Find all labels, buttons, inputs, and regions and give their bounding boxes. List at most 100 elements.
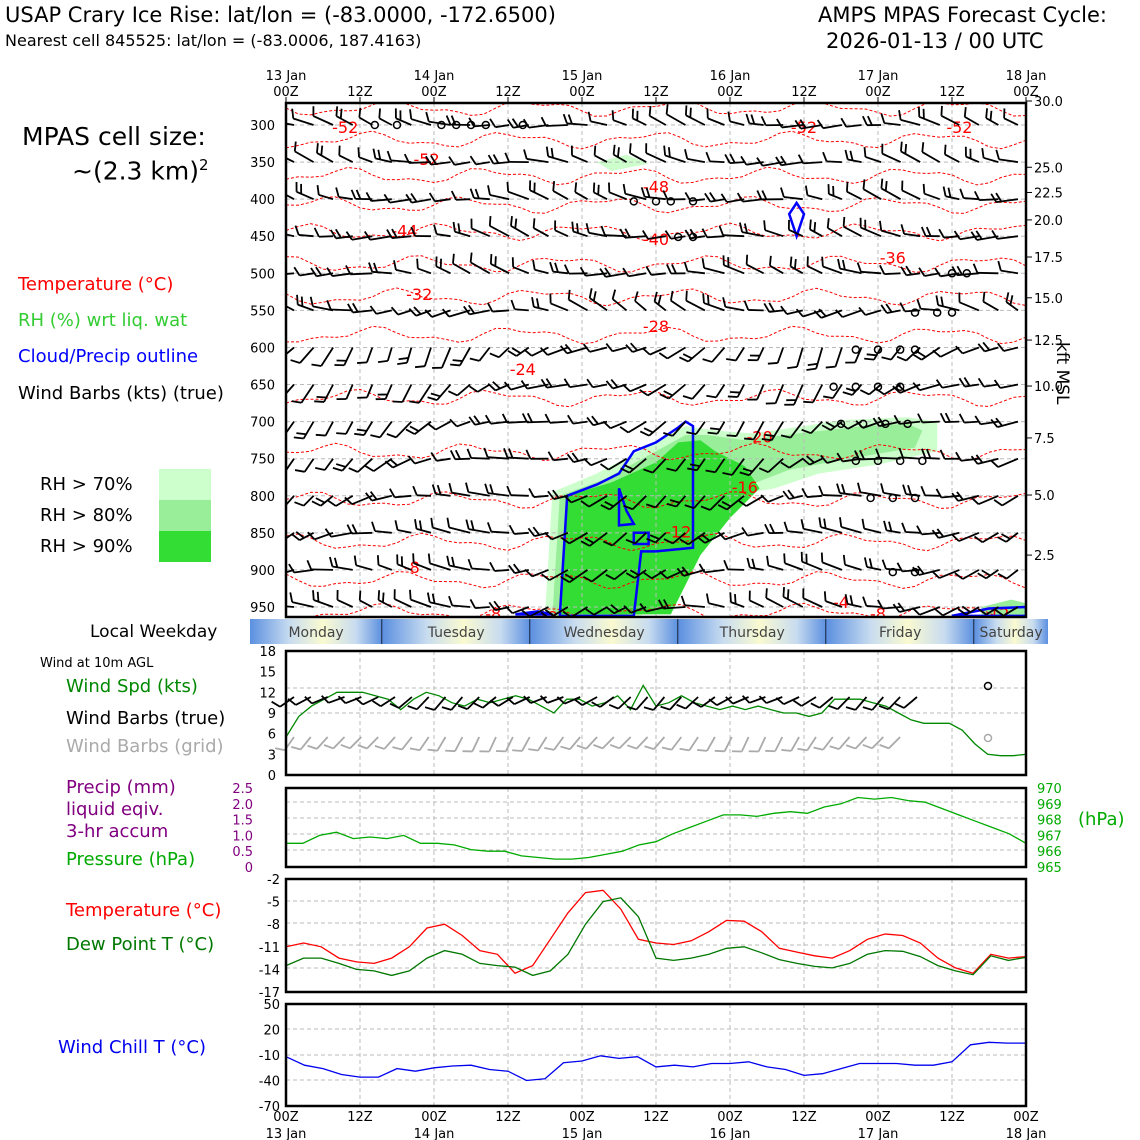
wind-barb-181 [837, 258, 862, 275]
wind-barb-109 [922, 183, 941, 201]
legend-rh80-label: RH > 80% [40, 505, 133, 526]
wind10m-barb-grid-12 [479, 736, 497, 753]
weekday-band-4 [826, 619, 975, 644]
wind-barb-158 [393, 260, 412, 275]
wind-barb-289 [727, 384, 745, 398]
wind-barb-151 [991, 229, 1019, 240]
wind-barb-387 [412, 485, 432, 497]
temp-ytick-5: -17 [259, 986, 280, 1001]
wind-barb-27 [794, 119, 823, 130]
wind10m-barb-true-21 [626, 696, 649, 711]
height-tick-8: 7.5 [1034, 432, 1055, 447]
wind-barb-339 [958, 413, 979, 424]
wind-barb-46 [425, 155, 451, 166]
chill-ytick-2: -10 [259, 1049, 280, 1064]
wind-barb-429 [486, 522, 510, 534]
wind-barb-265 [996, 342, 1019, 352]
cell-size-line2: ~(2.3 km)2 [72, 156, 209, 186]
wind-barb-328 [744, 421, 765, 441]
wind-barb-38 [286, 151, 295, 163]
wind-barb-470 [541, 569, 569, 581]
calm-marker-31 [873, 456, 883, 466]
wind-barb-393 [528, 488, 549, 498]
legend-rh80-swatch [159, 500, 211, 531]
wind-barb-215 [763, 302, 784, 313]
wind-barb-262 [932, 346, 960, 358]
wind-barb-306 [315, 421, 334, 437]
wind-barb-236 [432, 347, 452, 369]
wind-barb-237 [450, 347, 471, 367]
wind10m-barb-true-28 [741, 695, 766, 704]
top-date-10: 18 Jan [1006, 69, 1047, 84]
bottom-date-8: 17 Jan [858, 1127, 899, 1140]
wind-barb-516 [705, 593, 725, 608]
legend-rh90-label: RH > 90% [40, 536, 133, 557]
calm-marker-29 [903, 419, 912, 429]
bottom-hour-7: 12Z [791, 1110, 817, 1125]
height-tick-6: 12.5 [1034, 334, 1063, 349]
wind-barb-87 [487, 185, 510, 201]
wind-barb-321 [602, 420, 627, 430]
wind10m-barb-true-20 [608, 696, 632, 710]
wind-barb-133 [641, 230, 666, 240]
wind-barb-314 [468, 415, 490, 426]
wind-barb-178 [789, 256, 804, 275]
wind-barb-184 [900, 265, 921, 277]
wind-barb-407 [801, 487, 823, 498]
wind-barb-29 [840, 117, 862, 128]
wind10m-barb-true-2 [304, 696, 329, 705]
wind10m-barb-grid-27 [731, 736, 750, 753]
calm-marker-3 [451, 120, 461, 130]
wind-barb-282 [586, 378, 608, 389]
top-date-0: 13 Jan [266, 69, 307, 84]
wind-barb-408 [818, 485, 842, 497]
wind-barb-121 [410, 226, 432, 238]
wind-barb-214 [743, 300, 764, 312]
wind-barb-176 [745, 254, 765, 275]
wind-barb-8 [425, 111, 451, 126]
height-tick-9: 5.0 [1034, 489, 1055, 504]
top-hour-10: 00Z [1013, 85, 1039, 100]
legend-wind: Wind Barbs (kts) (true) [18, 383, 224, 404]
pressure-ytick-5: 965 [1037, 861, 1062, 876]
wind-barb-386 [389, 488, 412, 499]
wind-barb-521 [802, 588, 823, 608]
wind-barb-144 [859, 217, 882, 238]
wind-speed-label: Wind Spd (kts) [66, 676, 198, 697]
calm-marker-18 [851, 345, 861, 354]
wind-barb-463 [412, 553, 432, 571]
calm-marker-19 [873, 345, 883, 354]
wind-barb-49 [487, 154, 510, 165]
wind-barb-438 [663, 532, 686, 545]
wind-barb-374 [898, 447, 921, 460]
forecast-cycle: 2026-01-13 / 00 UTC [826, 29, 1044, 53]
wind-barb-318 [544, 413, 568, 424]
wind-barb-309 [370, 421, 393, 439]
wind-barb-245 [605, 343, 627, 353]
wind-barb-30 [862, 115, 882, 127]
bottom-hour-3: 12Z [495, 1110, 521, 1125]
wind-barb-256 [825, 347, 843, 369]
wind-barb-327 [726, 421, 745, 437]
wind-barb-474 [625, 569, 647, 579]
precip-ytick-4: 0.5 [232, 845, 253, 860]
chill-ytick-4: -70 [259, 1100, 280, 1115]
wind-barb-455 [997, 532, 1019, 543]
temp-contour-label-10: -24 [510, 360, 536, 379]
temp-contour-label-14: -8 [404, 558, 420, 577]
wind-barb-188 [972, 263, 999, 275]
wind-barb-471 [560, 569, 589, 583]
wind-barb-499 [377, 590, 393, 608]
wind-barb-458 [306, 559, 334, 571]
wind-barb-366 [739, 458, 765, 477]
wind-barb-89 [528, 180, 549, 201]
wind-barb-450 [901, 522, 921, 534]
wind-barb-307 [336, 421, 354, 435]
wind-barb-257 [845, 347, 863, 364]
wind-barb-379 [990, 457, 1019, 468]
pressure-tick-2: 400 [250, 193, 275, 208]
wind-barb-363 [687, 458, 706, 472]
wind-barb-152 [286, 272, 295, 276]
temp-contour-label-17: -4 [833, 593, 849, 612]
wind-barb-500 [393, 589, 412, 608]
